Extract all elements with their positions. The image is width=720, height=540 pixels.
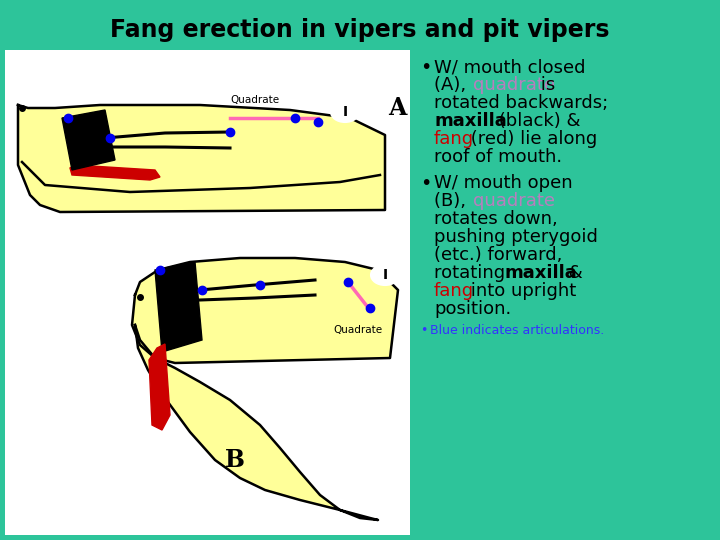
Text: Fang erection in vipers and pit vipers: Fang erection in vipers and pit vipers	[110, 18, 610, 42]
Text: •: •	[420, 174, 431, 193]
Text: position.: position.	[434, 300, 511, 318]
Text: W/ mouth closed: W/ mouth closed	[434, 58, 585, 76]
FancyBboxPatch shape	[5, 50, 410, 535]
Text: (etc.) forward,: (etc.) forward,	[434, 246, 562, 264]
Text: maxilla: maxilla	[504, 264, 577, 282]
Text: fang: fang	[434, 282, 474, 300]
Polygon shape	[155, 262, 202, 352]
Ellipse shape	[371, 265, 399, 285]
Text: &: &	[563, 264, 583, 282]
Text: A: A	[388, 96, 406, 120]
Polygon shape	[18, 105, 385, 212]
Text: Blue indicates articulations.: Blue indicates articulations.	[430, 324, 604, 337]
Text: (black) &: (black) &	[493, 112, 580, 130]
Ellipse shape	[331, 102, 359, 122]
Text: (red) lie along: (red) lie along	[465, 130, 598, 148]
Text: W/ mouth open: W/ mouth open	[434, 174, 572, 192]
Text: roof of mouth.: roof of mouth.	[434, 148, 562, 166]
Text: B: B	[225, 448, 245, 472]
Polygon shape	[132, 258, 398, 363]
Text: •: •	[420, 58, 431, 77]
Text: I: I	[382, 268, 387, 282]
Text: quadrate: quadrate	[473, 192, 555, 210]
Polygon shape	[135, 325, 378, 520]
Text: •: •	[420, 324, 428, 337]
Text: pushing pterygoid: pushing pterygoid	[434, 228, 598, 246]
Text: into upright: into upright	[465, 282, 577, 300]
Text: quadrate: quadrate	[473, 76, 555, 94]
Polygon shape	[62, 110, 115, 170]
Text: rotating: rotating	[434, 264, 511, 282]
Text: is: is	[536, 76, 556, 94]
Text: fang: fang	[434, 130, 474, 148]
Text: (B),: (B),	[434, 192, 472, 210]
Polygon shape	[70, 165, 160, 180]
Text: (A),: (A),	[434, 76, 472, 94]
Text: maxilla: maxilla	[434, 112, 507, 130]
Text: rotates down,: rotates down,	[434, 210, 558, 228]
Text: I: I	[343, 105, 348, 119]
Polygon shape	[149, 344, 170, 430]
Text: rotated backwards;: rotated backwards;	[434, 94, 608, 112]
Text: Quadrate: Quadrate	[333, 325, 382, 335]
Text: Quadrate: Quadrate	[230, 95, 279, 105]
